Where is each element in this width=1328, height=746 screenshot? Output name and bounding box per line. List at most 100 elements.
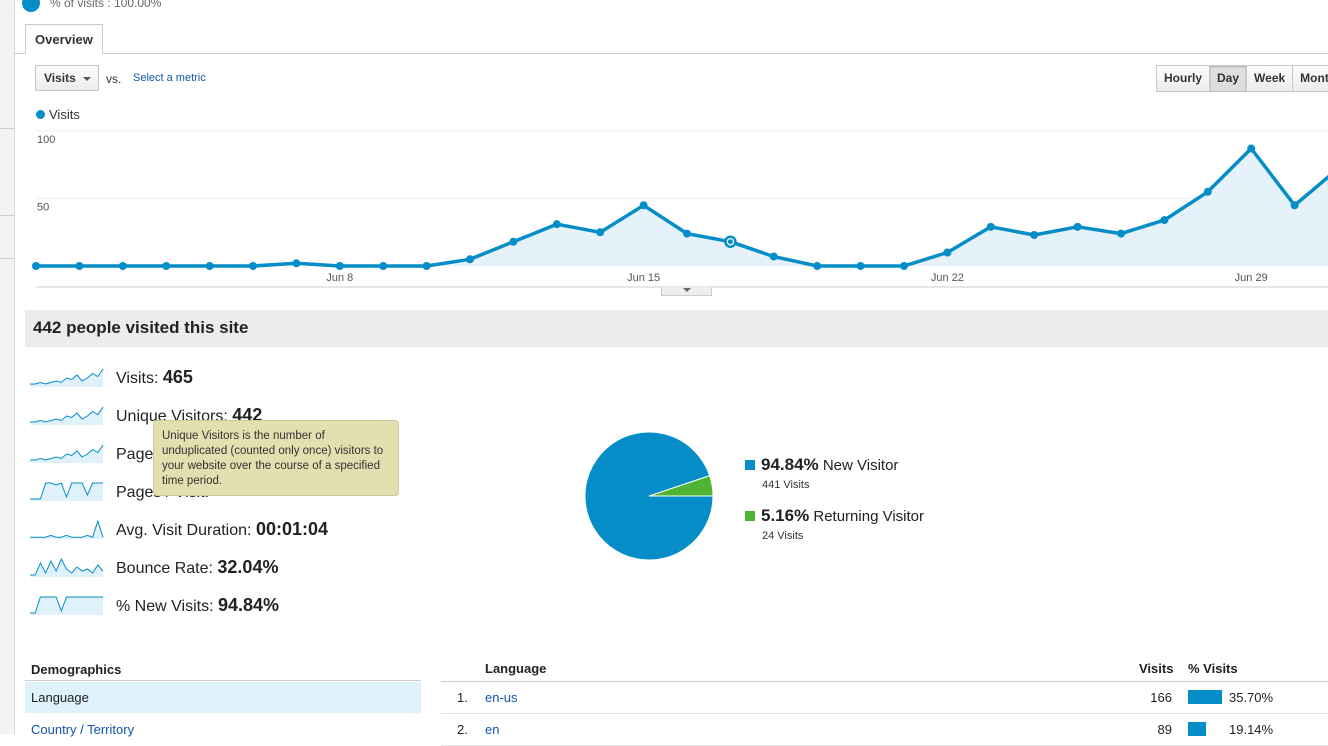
data-point (1160, 216, 1169, 225)
metric-value: 94.84% (217, 595, 280, 615)
row-language-link[interactable]: en-us (485, 690, 518, 705)
row-index: 1. (457, 690, 468, 705)
metric-dropdown[interactable]: Visits (35, 65, 99, 91)
metric-label: % New Visits: 94.84% (116, 595, 279, 616)
data-point (466, 255, 474, 264)
y-tick-label: 100 (37, 134, 55, 146)
row-visits: 89 (1157, 722, 1172, 737)
data-point (552, 220, 561, 229)
data-point-highlight (727, 239, 733, 245)
data-point (1203, 187, 1212, 196)
col-header-pct-visits[interactable]: % Visits (1188, 661, 1238, 676)
data-point (1247, 144, 1256, 153)
segment-label: % of visits : 100.00% (50, 0, 162, 10)
pie-pct-returning: 5.16% (761, 506, 810, 525)
chevron-down-icon (83, 77, 91, 81)
metric-value: 465 (162, 367, 193, 387)
unique-visitors-tooltip: Unique Visitors is the number of undupli… (153, 420, 399, 496)
visits-line-chart: 100 50 Jun 8 Jun 15 Jun 22 Jun 29 (32, 130, 1328, 288)
pie-name-returning: Returning Visitor (813, 508, 924, 525)
metric-row[interactable]: Unique Visitors: 442 (30, 403, 262, 427)
sparkline-icon (30, 596, 103, 615)
data-point (813, 262, 822, 270)
tab-overview[interactable]: Overview (25, 24, 103, 54)
series-area (36, 148, 1328, 266)
month-button[interactable]: Month (1292, 65, 1328, 92)
data-point (162, 262, 171, 270)
metric-value: 00:01:04 (255, 519, 328, 539)
day-button[interactable]: Day (1209, 65, 1248, 92)
data-point (900, 262, 908, 270)
col-header-language[interactable]: Language (485, 661, 547, 676)
pie-sub-returning: 24 Visits (762, 530, 804, 542)
metric-label: Bounce Rate: 32.04% (116, 557, 278, 578)
sparkline-icon (30, 444, 104, 463)
data-point (1030, 230, 1039, 239)
row-language-link[interactable]: en (485, 722, 500, 737)
data-point (943, 248, 952, 257)
row-index: 2. (457, 722, 468, 737)
x-tick-label: Jun 22 (931, 272, 964, 284)
metric-row[interactable]: Pageviews: (30, 441, 198, 465)
select-metric-link[interactable]: Select a metric (133, 72, 206, 84)
x-tick-label: Jun 29 (1235, 272, 1268, 284)
summary-title: 442 people visited this site (25, 310, 1328, 347)
data-point (335, 262, 344, 270)
row-pct-bar (1188, 722, 1207, 736)
legend-label-visits: Visits (49, 107, 80, 122)
pie-legend-new: 94.84% New Visitor 441 Visits (745, 455, 898, 491)
data-point (1290, 201, 1299, 210)
pie-sub-new: 441 Visits (762, 479, 810, 491)
pie-pct-new: 94.84% (761, 455, 819, 474)
data-point (639, 201, 648, 210)
chart-legend: Visits (36, 107, 80, 122)
demographics-header: Demographics (25, 660, 421, 681)
collapse-chart-handle[interactable] (661, 287, 712, 296)
data-point (379, 262, 388, 270)
sparkline-icon (30, 519, 104, 539)
pie-name-new: New Visitor (822, 457, 899, 474)
metric-row[interactable]: Bounce Rate: 32.04% (30, 555, 278, 579)
hourly-button[interactable]: Hourly (1156, 65, 1211, 92)
rail-divider (0, 258, 14, 259)
table-row: 2. en 89 19.14% (441, 714, 1328, 746)
sparkline-icon (30, 406, 104, 425)
metric-name: Avg. Visit Duration: (116, 522, 252, 539)
sparkline-icon (30, 368, 104, 387)
metric-row[interactable]: Visits: 465 (30, 365, 193, 389)
data-point (856, 262, 865, 270)
legend-dot-icon (36, 110, 45, 119)
data-point (118, 262, 127, 270)
demographics-item-language[interactable]: Language (25, 682, 421, 713)
metric-row[interactable]: % New Visits: 94.84% (30, 593, 279, 617)
data-point (986, 222, 995, 231)
data-point (769, 252, 778, 261)
metric-name: Bounce Rate: (116, 560, 213, 577)
tab-bar: Overview (14, 24, 1328, 54)
x-tick-label: Jun 8 (326, 272, 353, 284)
data-point (596, 228, 605, 237)
row-pct-bar (1188, 690, 1223, 704)
data-point (1117, 229, 1125, 238)
col-header-visits[interactable]: Visits (1139, 661, 1174, 676)
week-button[interactable]: Week (1246, 65, 1294, 92)
data-point (1073, 222, 1082, 231)
x-tick-label: Jun 15 (627, 272, 660, 284)
granularity-toggle: Hourly Day Week Month (1156, 65, 1328, 92)
y-tick-label: 50 (37, 202, 49, 214)
metric-row[interactable]: Pages / Visit: (30, 479, 209, 503)
visitor-type-pie (584, 431, 714, 561)
metric-name: Visits: (116, 370, 159, 387)
metric-value: 32.04% (217, 557, 279, 577)
data-point (249, 262, 257, 270)
data-point (205, 262, 214, 270)
sparkline-icon (30, 557, 104, 577)
rail-divider (0, 215, 14, 216)
metric-name: % New Visits: (116, 598, 214, 615)
row-pct: 35.70% (1229, 690, 1274, 705)
segment-indicator: % of visits : 100.00% (22, 0, 161, 12)
metric-row[interactable]: Avg. Visit Duration: 00:01:04 (30, 517, 328, 541)
left-rail (0, 0, 15, 734)
pie-slice-new-visitor (584, 431, 714, 561)
demographics-item-country[interactable]: Country / Territory (31, 722, 135, 737)
